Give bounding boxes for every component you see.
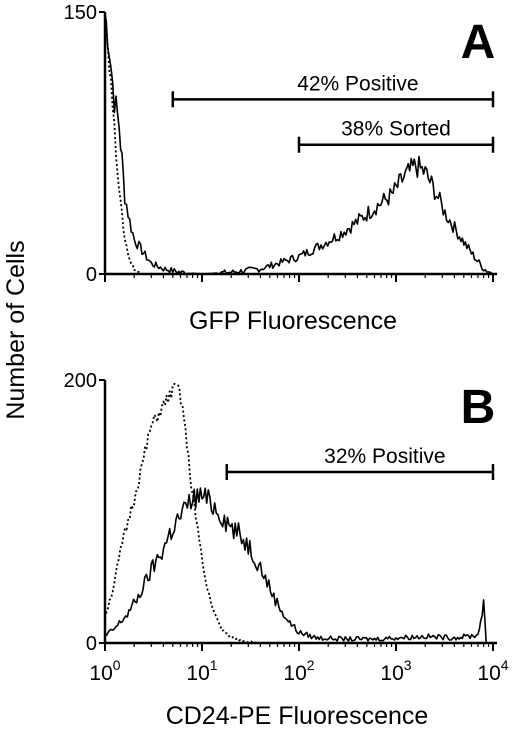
- panel-b-x-axis-label: CD24-PE Fluorescence: [166, 702, 429, 730]
- panel-a-y-ticks: 0 150: [64, 2, 105, 286]
- y-tick-label: 0: [86, 264, 97, 286]
- panel-a-letter: A: [461, 16, 496, 69]
- panel-b-series: [104, 383, 493, 644]
- panel-a-series: [104, 12, 494, 275]
- panel-b-y-ticks: 0 200: [64, 370, 105, 655]
- gate-label: 38% Sorted: [341, 118, 451, 141]
- x-tick-label: 103: [380, 657, 411, 685]
- series-dotted: [104, 383, 261, 644]
- panel-b-x-ticks: 100 101 102 103 104: [89, 643, 509, 685]
- panel-a-x-ticks: [104, 274, 494, 282]
- gate-label: 42% Positive: [297, 72, 418, 95]
- panel-a-x-axis-label: GFP Fluorescence: [189, 307, 397, 335]
- x-tick-label: 102: [283, 657, 314, 685]
- y-tick-label: 0: [86, 633, 97, 655]
- panel-a-annotations: 42% Positive 38% Sorted: [171, 72, 495, 153]
- panel-b-letter: B: [461, 381, 496, 434]
- y-tick-label: 200: [64, 370, 97, 392]
- x-tick-label: 100: [89, 657, 120, 685]
- x-tick-label: 101: [186, 657, 217, 685]
- panel-b: 0 200 100 101 102 103 104 32% Positive B CD24…: [64, 370, 509, 730]
- x-tick-label: 104: [477, 657, 508, 685]
- panel-b-annotations: 32% Positive: [225, 445, 495, 481]
- series-dotted: [104, 20, 146, 275]
- gate-label: 32% Positive: [324, 445, 445, 468]
- panel-a: 0 150 42% Positive 38% Sorted A GFP Fluore…: [64, 2, 497, 335]
- y-tick-label: 150: [64, 2, 97, 24]
- y-axis-label: Number of Cells: [2, 240, 30, 419]
- series-solid: [104, 487, 493, 644]
- series-solid: [104, 12, 494, 275]
